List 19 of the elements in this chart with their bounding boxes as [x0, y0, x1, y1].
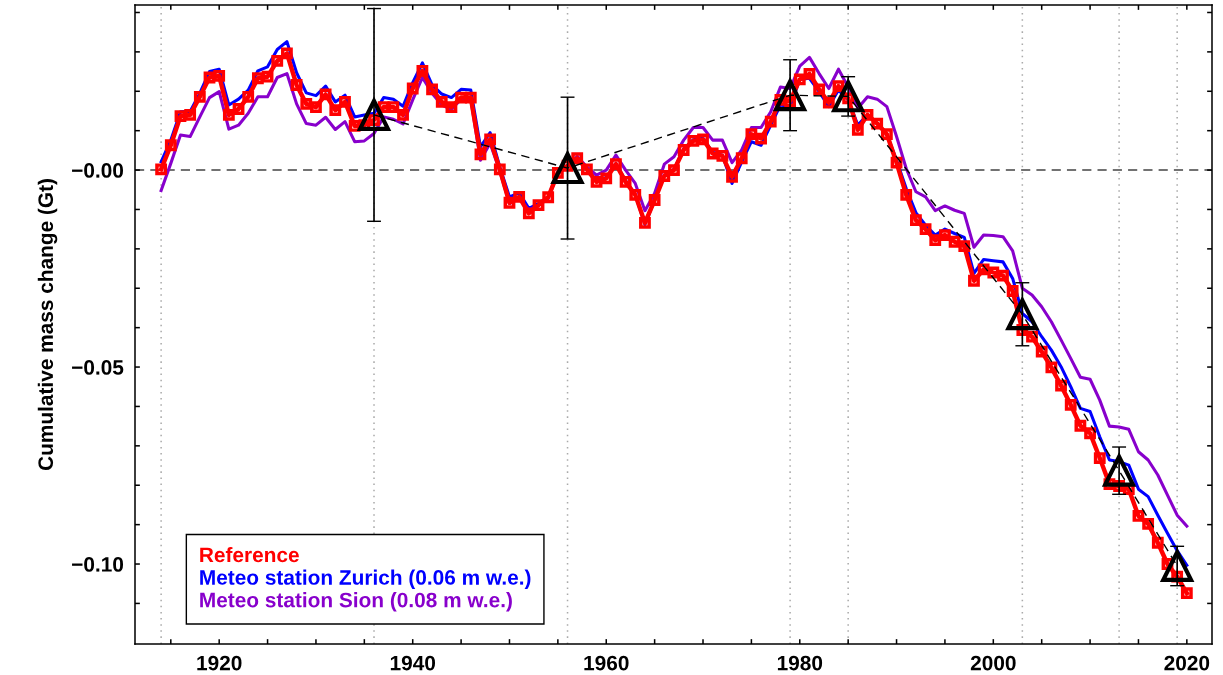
y-tick-label: −0.10 — [72, 557, 124, 572]
y-tick-label: −0.05 — [72, 360, 124, 375]
point — [1102, 452, 1137, 487]
point — [832, 80, 865, 113]
y-axis-title: Cumulative mass change (Gt) — [37, 179, 58, 471]
point — [1161, 550, 1194, 582]
x-tick-label: 2000 — [970, 655, 1016, 671]
x-tick-label: 1940 — [390, 655, 436, 671]
text: Meteo station Sion (0.08 m w.e.) — [200, 592, 512, 612]
x-tick-label: 1980 — [777, 655, 823, 671]
x-tick-label: 1920 — [197, 655, 242, 671]
text: Meteo station Zurich (0.06 m w.e.) — [200, 569, 531, 589]
point — [1006, 298, 1039, 331]
y-tick-label: −0.00 — [72, 163, 124, 178]
x-tick-label: 1960 — [584, 655, 629, 671]
point — [551, 152, 584, 185]
x-tick-label: 2020 — [1164, 655, 1210, 671]
text: Reference — [200, 546, 299, 563]
point — [774, 79, 807, 112]
